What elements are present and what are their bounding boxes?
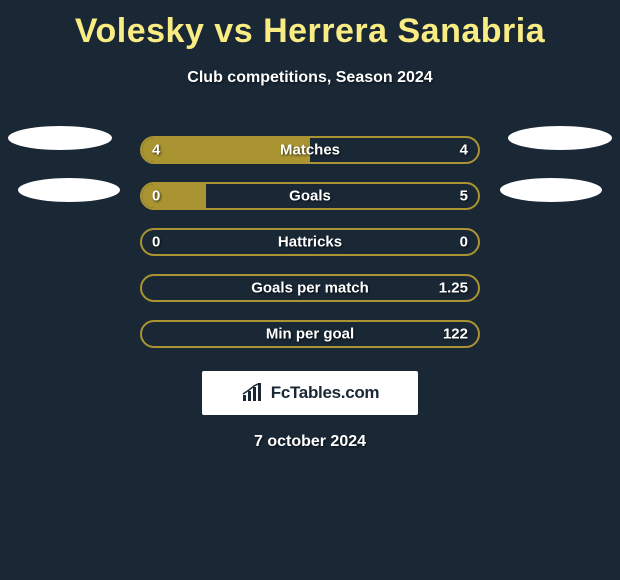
stat-bar: Goals per match 1.25: [140, 274, 480, 302]
stat-bar: 0 Hattricks 0: [140, 228, 480, 256]
subtitle: Club competitions, Season 2024: [0, 69, 620, 87]
stat-label: Goals: [289, 188, 331, 205]
stat-left-value: 0: [152, 234, 160, 251]
stat-label: Goals per match: [251, 280, 369, 297]
logo-box: FcTables.com: [202, 371, 418, 415]
chart-icon: [241, 383, 265, 403]
stat-bar: 4 Matches 4: [140, 136, 480, 164]
stat-left-value: 0: [152, 188, 160, 205]
date-text: 7 october 2024: [0, 433, 620, 451]
stat-row: 0 Hattricks 0: [0, 219, 620, 265]
stat-label: Hattricks: [278, 234, 342, 251]
stat-right-value: 5: [460, 188, 468, 205]
page-title: Volesky vs Herrera Sanabria: [0, 0, 620, 51]
stat-row: 0 Goals 5: [0, 173, 620, 219]
stat-label: Matches: [280, 142, 340, 159]
stat-left-value: 4: [152, 142, 160, 159]
stat-right-value: 0: [460, 234, 468, 251]
logo-text: FcTables.com: [271, 383, 380, 403]
stat-row: Min per goal 122: [0, 311, 620, 357]
stat-bar: 0 Goals 5: [140, 182, 480, 210]
stat-row: Goals per match 1.25: [0, 265, 620, 311]
stat-right-value: 4: [460, 142, 468, 159]
stat-row: 4 Matches 4: [0, 127, 620, 173]
stats-container: 4 Matches 4 0 Goals 5 0 Hattricks 0 Goal…: [0, 127, 620, 357]
stat-bar: Min per goal 122: [140, 320, 480, 348]
stat-right-value: 1.25: [439, 280, 468, 297]
stat-label: Min per goal: [266, 326, 354, 343]
stat-right-value: 122: [443, 326, 468, 343]
